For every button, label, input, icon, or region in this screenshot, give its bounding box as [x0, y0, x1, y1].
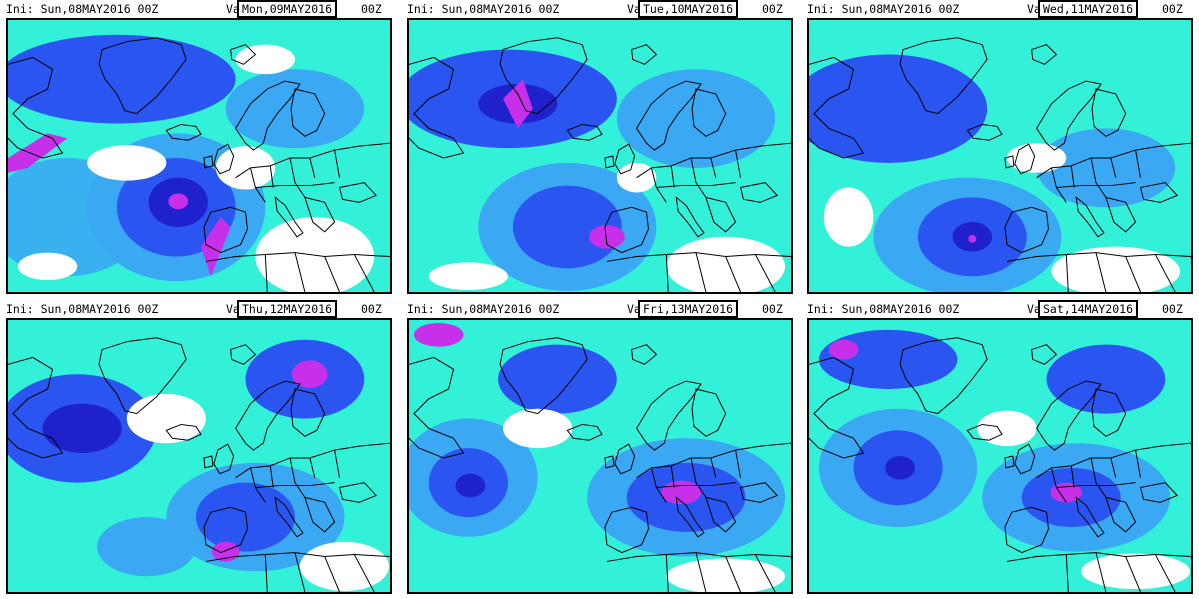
panel-header: Ini: Sun,08MAY2016 00Z Val: Fri,13MAY201…: [407, 300, 807, 318]
precipitation-map: [6, 18, 392, 294]
forecast-panel: Ini: Sun,08MAY2016 00Z Val: Tue,10MAY201…: [407, 0, 793, 296]
panel-header: Ini: Sun,08MAY2016 00Z Val: Thu,12MAY201…: [6, 300, 406, 318]
valid-suffix: 00Z: [1162, 2, 1183, 16]
forecast-panel: Ini: Sun,08MAY2016 00Z Val: Wed,11MAY201…: [807, 0, 1193, 296]
precipitation-map: [807, 18, 1193, 294]
valid-time-box: Thu,12MAY2016: [237, 300, 338, 318]
forecast-panel: Ini: Sun,08MAY2016 00Z Val: Sat,14MAY201…: [807, 300, 1193, 596]
valid-time-box: Sat,14MAY2016: [1038, 300, 1139, 318]
forecast-panel: Ini: Sun,08MAY2016 00Z Val: Thu,12MAY201…: [6, 300, 392, 596]
precipitation-map: [807, 318, 1193, 594]
init-time: Ini: Sun,08MAY2016 00Z: [6, 302, 159, 316]
valid-time-box: Tue,10MAY2016: [638, 0, 739, 18]
valid-suffix: 00Z: [1162, 302, 1183, 316]
valid-time-box: Wed,11MAY2016: [1038, 0, 1139, 18]
panel-header: Ini: Sun,08MAY2016 00Z Val: Tue,10MAY201…: [407, 0, 807, 18]
valid-time-box: Mon,09MAY2016: [237, 0, 338, 18]
valid-suffix: 00Z: [361, 2, 382, 16]
forecast-panel: Ini: Sun,08MAY2016 00Z Val: Fri,13MAY201…: [407, 300, 793, 596]
valid-suffix: 00Z: [762, 2, 783, 16]
valid-time-box: Fri,13MAY2016: [638, 300, 739, 318]
precipitation-map: [6, 318, 392, 594]
precipitation-map: [407, 18, 793, 294]
panel-header: Ini: Sun,08MAY2016 00Z Val: Wed,11MAY201…: [807, 0, 1199, 18]
init-time: Ini: Sun,08MAY2016 00Z: [807, 2, 960, 16]
valid-suffix: 00Z: [361, 302, 382, 316]
precipitation-map: [407, 318, 793, 594]
init-time: Ini: Sun,08MAY2016 00Z: [807, 302, 960, 316]
init-time: Ini: Sun,08MAY2016 00Z: [407, 302, 560, 316]
panel-header: Ini: Sun,08MAY2016 00Z Val: Sat,14MAY201…: [807, 300, 1199, 318]
panel-header: Ini: Sun,08MAY2016 00Z Val: Mon,09MAY201…: [6, 0, 406, 18]
valid-suffix: 00Z: [762, 302, 783, 316]
forecast-panel: Ini: Sun,08MAY2016 00Z Val: Mon,09MAY201…: [6, 0, 392, 296]
init-time: Ini: Sun,08MAY2016 00Z: [6, 2, 159, 16]
init-time: Ini: Sun,08MAY2016 00Z: [407, 2, 560, 16]
